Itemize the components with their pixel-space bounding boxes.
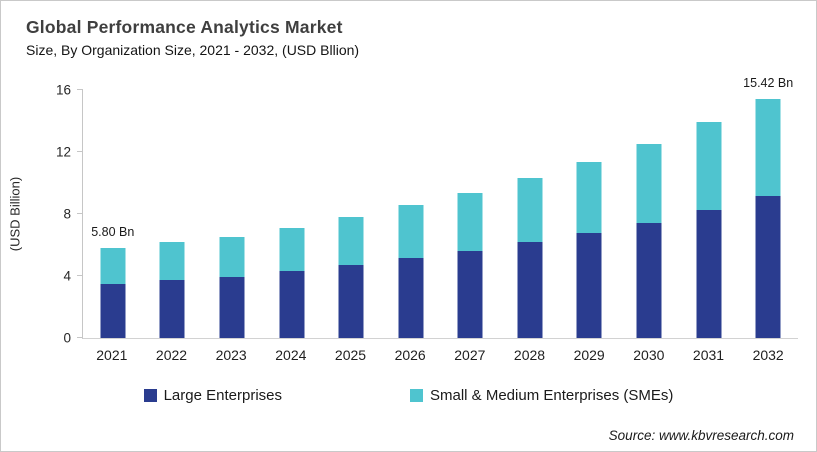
- y-tick-mark-8: [77, 213, 83, 214]
- y-tick-label-4: 4: [63, 268, 71, 284]
- x-tick-label-2028: 2028: [513, 347, 546, 363]
- bar-2027: [457, 90, 483, 338]
- bar-2023: [219, 90, 245, 338]
- bar-2023-segment-large-enterprises: [219, 277, 245, 338]
- y-tick-label-16: 16: [55, 82, 71, 98]
- bar-2022: [159, 90, 185, 338]
- bar-2031: [696, 90, 722, 338]
- bar-2025-segment-small-medium-enterprises-smes: [338, 217, 364, 266]
- chart-subtitle: Size, By Organization Size, 2021 - 2032,…: [26, 42, 360, 58]
- bar-2030-segment-small-medium-enterprises-smes: [636, 143, 662, 223]
- bar-2029-segment-large-enterprises: [576, 232, 602, 338]
- x-tick-label-2032: 2032: [752, 347, 784, 363]
- legend-marker-small-medium-enterprises-smes: [410, 389, 423, 402]
- bar-2028-segment-large-enterprises: [517, 242, 543, 338]
- bar-2021-segment-small-medium-enterprises-smes: [100, 248, 126, 284]
- y-tick-label-8: 8: [63, 206, 71, 222]
- legend-marker-large-enterprises: [143, 389, 157, 402]
- bar-2032: [755, 90, 781, 338]
- bar-2027-segment-small-medium-enterprises-smes: [457, 193, 483, 252]
- bar-2030-segment-large-enterprises: [636, 222, 662, 338]
- bar-2026-segment-small-medium-enterprises-smes: [398, 205, 424, 259]
- source-credit: Source: www.kbvresearch.com: [608, 428, 794, 443]
- bar-2028: [517, 90, 543, 338]
- bar-2031-segment-large-enterprises: [696, 210, 722, 338]
- x-tick-label-2022: 2022: [155, 347, 188, 363]
- bar-2026-segment-large-enterprises: [398, 258, 424, 338]
- x-tick-label-2030: 2030: [633, 347, 665, 363]
- data-label-2021: 5.80 Bn: [91, 225, 135, 240]
- bar-2022-segment-large-enterprises: [159, 279, 185, 338]
- chart-title: Global Performance Analytics Market: [26, 17, 343, 37]
- bar-2032-segment-large-enterprises: [755, 195, 781, 338]
- x-tick-label-2026: 2026: [394, 347, 426, 363]
- x-tick-label-2031: 2031: [692, 347, 725, 363]
- bar-2024-segment-small-medium-enterprises-smes: [279, 227, 305, 271]
- plot-area: (USD Billion) 0 4 8 12 16 5.80 Bn 15.42 Bn: [8, 76, 798, 346]
- chart-header: Global Performance Analytics Market Size…: [1, 1, 816, 58]
- x-tick-label-2027: 2027: [454, 347, 486, 363]
- bar-2032-segment-small-medium-enterprises-smes: [755, 99, 781, 196]
- bar-2021-segment-large-enterprises: [100, 283, 126, 338]
- bar-2021: [100, 90, 126, 338]
- bar-2029-segment-small-medium-enterprises-smes: [576, 162, 602, 233]
- x-tick-label-2023: 2023: [215, 347, 247, 363]
- y-tick-mark-16: [77, 89, 83, 90]
- legend-item-large-enterprises: Large Enterprises: [143, 387, 282, 404]
- bar-2025: [338, 90, 364, 338]
- bar-2025-segment-large-enterprises: [338, 265, 364, 338]
- legend-label-small-medium-enterprises-smes: Small & Medium Enterprises (SMEs): [430, 387, 674, 404]
- y-tick-mark-0: [77, 337, 83, 338]
- bar-2030: [636, 90, 662, 338]
- y-tick-label-0: 0: [63, 330, 71, 346]
- x-tick-label-2021: 2021: [96, 347, 128, 363]
- data-label-2032: 15.42 Bn: [743, 76, 794, 90]
- bar-2029: [576, 90, 602, 338]
- y-tick-mark-4: [77, 275, 83, 276]
- y-tick-mark-12: [77, 151, 83, 152]
- y-axis-title: (USD Billion): [7, 176, 23, 252]
- y-tick-label-12: 12: [55, 144, 71, 160]
- x-tick-label-2024: 2024: [275, 347, 307, 363]
- bar-2023-segment-small-medium-enterprises-smes: [219, 237, 245, 278]
- bar-2027-segment-large-enterprises: [457, 251, 483, 338]
- bar-2028-segment-small-medium-enterprises-smes: [517, 177, 543, 243]
- x-tick-label-2029: 2029: [573, 347, 605, 363]
- bar-2031-segment-small-medium-enterprises-smes: [696, 121, 722, 211]
- legend-label-large-enterprises: Large Enterprises: [163, 387, 282, 404]
- legend-item-small-medium-enterprises-smes: Small & Medium Enterprises (SMEs): [410, 387, 673, 404]
- x-tick-label-2025: 2025: [334, 347, 367, 363]
- legend: Large Enterprises Small & Medium Enterpri…: [1, 387, 816, 404]
- bar-2022-segment-small-medium-enterprises-smes: [159, 242, 185, 280]
- x-axis-labels: 2021 2022 2023 2024 2025 2026 2027 2028 2029 2030…: [82, 347, 798, 373]
- bar-2024: [279, 90, 305, 338]
- bar-2026: [398, 90, 424, 338]
- bar-2024-segment-large-enterprises: [279, 270, 305, 338]
